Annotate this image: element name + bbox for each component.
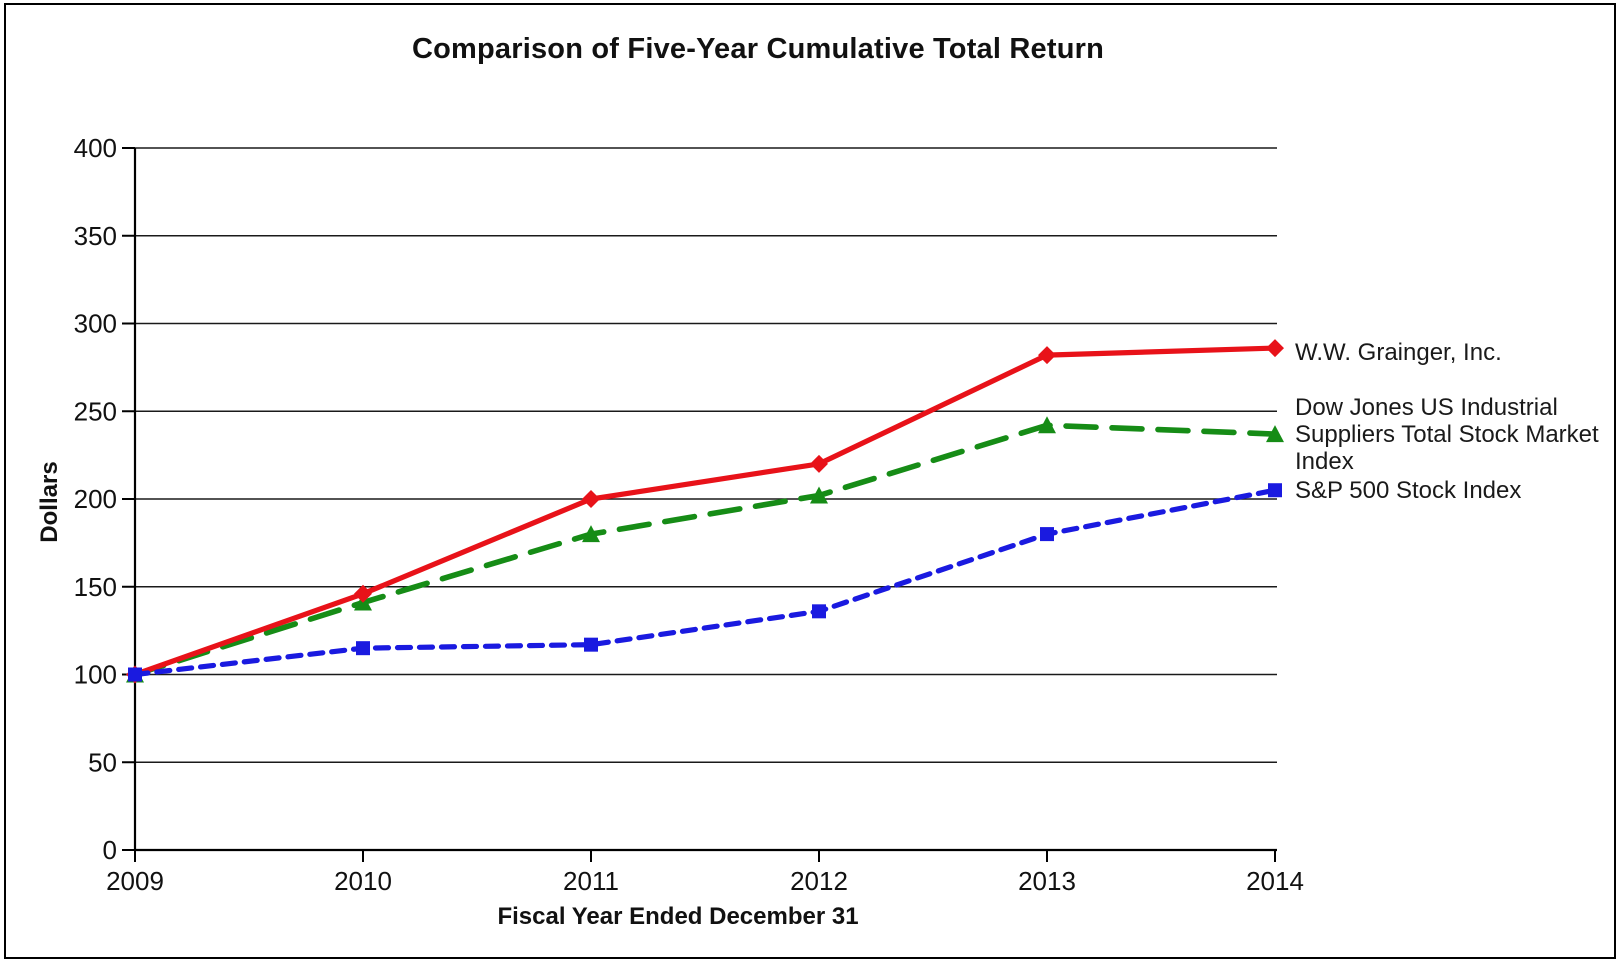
x-tick-label: 2014 xyxy=(1246,866,1304,896)
y-tick-label: 400 xyxy=(74,133,117,163)
marker-triangle-dow-jones-industrial-suppliers xyxy=(1266,425,1284,443)
x-tick-label: 2010 xyxy=(334,866,392,896)
marker-diamond-grainger xyxy=(582,490,600,508)
chart-frame xyxy=(4,3,1616,959)
marker-triangle-dow-jones-industrial-suppliers xyxy=(810,486,828,504)
marker-square-sp500 xyxy=(1268,483,1282,498)
marker-diamond-grainger xyxy=(1038,346,1056,365)
y-tick-label: 50 xyxy=(88,747,117,777)
marker-square-sp500 xyxy=(128,667,142,682)
y-tick-label: 300 xyxy=(74,309,117,339)
y-tick-label: 350 xyxy=(74,221,117,251)
legend-label-grainger: W.W. Grainger, Inc. xyxy=(1295,339,1502,366)
y-tick-label: 100 xyxy=(74,660,117,690)
x-axis-title: Fiscal Year Ended December 31 xyxy=(497,903,859,930)
marker-diamond-grainger xyxy=(354,584,372,603)
x-tick-label: 2013 xyxy=(1018,866,1076,896)
y-tick-label: 150 xyxy=(74,572,117,602)
legend-label-sp500: S&P 500 Stock Index xyxy=(1295,477,1522,504)
marker-diamond-grainger xyxy=(1266,339,1284,358)
legend-label-dow-jones-industrial-suppliers: Dow Jones US Industrial Suppliers Total … xyxy=(1295,394,1599,475)
y-tick-label: 200 xyxy=(74,484,117,514)
y-tick-label: 0 xyxy=(103,835,117,865)
x-tick-label: 2012 xyxy=(790,866,848,896)
series-line-dow-jones-industrial-suppliers xyxy=(132,422,1278,678)
marker-triangle-dow-jones-industrial-suppliers xyxy=(582,525,600,543)
y-tick-label: 250 xyxy=(74,396,117,426)
marker-square-sp500 xyxy=(356,641,370,656)
x-tick-label: 2009 xyxy=(106,866,164,896)
marker-square-sp500 xyxy=(812,604,826,619)
x-tick-label: 2011 xyxy=(563,866,619,896)
marker-diamond-grainger xyxy=(810,454,828,473)
marker-triangle-dow-jones-industrial-suppliers xyxy=(1038,416,1056,434)
marker-square-sp500 xyxy=(1040,527,1054,542)
chart-title: Comparison of Five-Year Cumulative Total… xyxy=(411,33,1105,65)
series-line-sp500 xyxy=(132,487,1278,678)
series-line-grainger xyxy=(132,345,1278,678)
marker-square-sp500 xyxy=(584,637,598,652)
